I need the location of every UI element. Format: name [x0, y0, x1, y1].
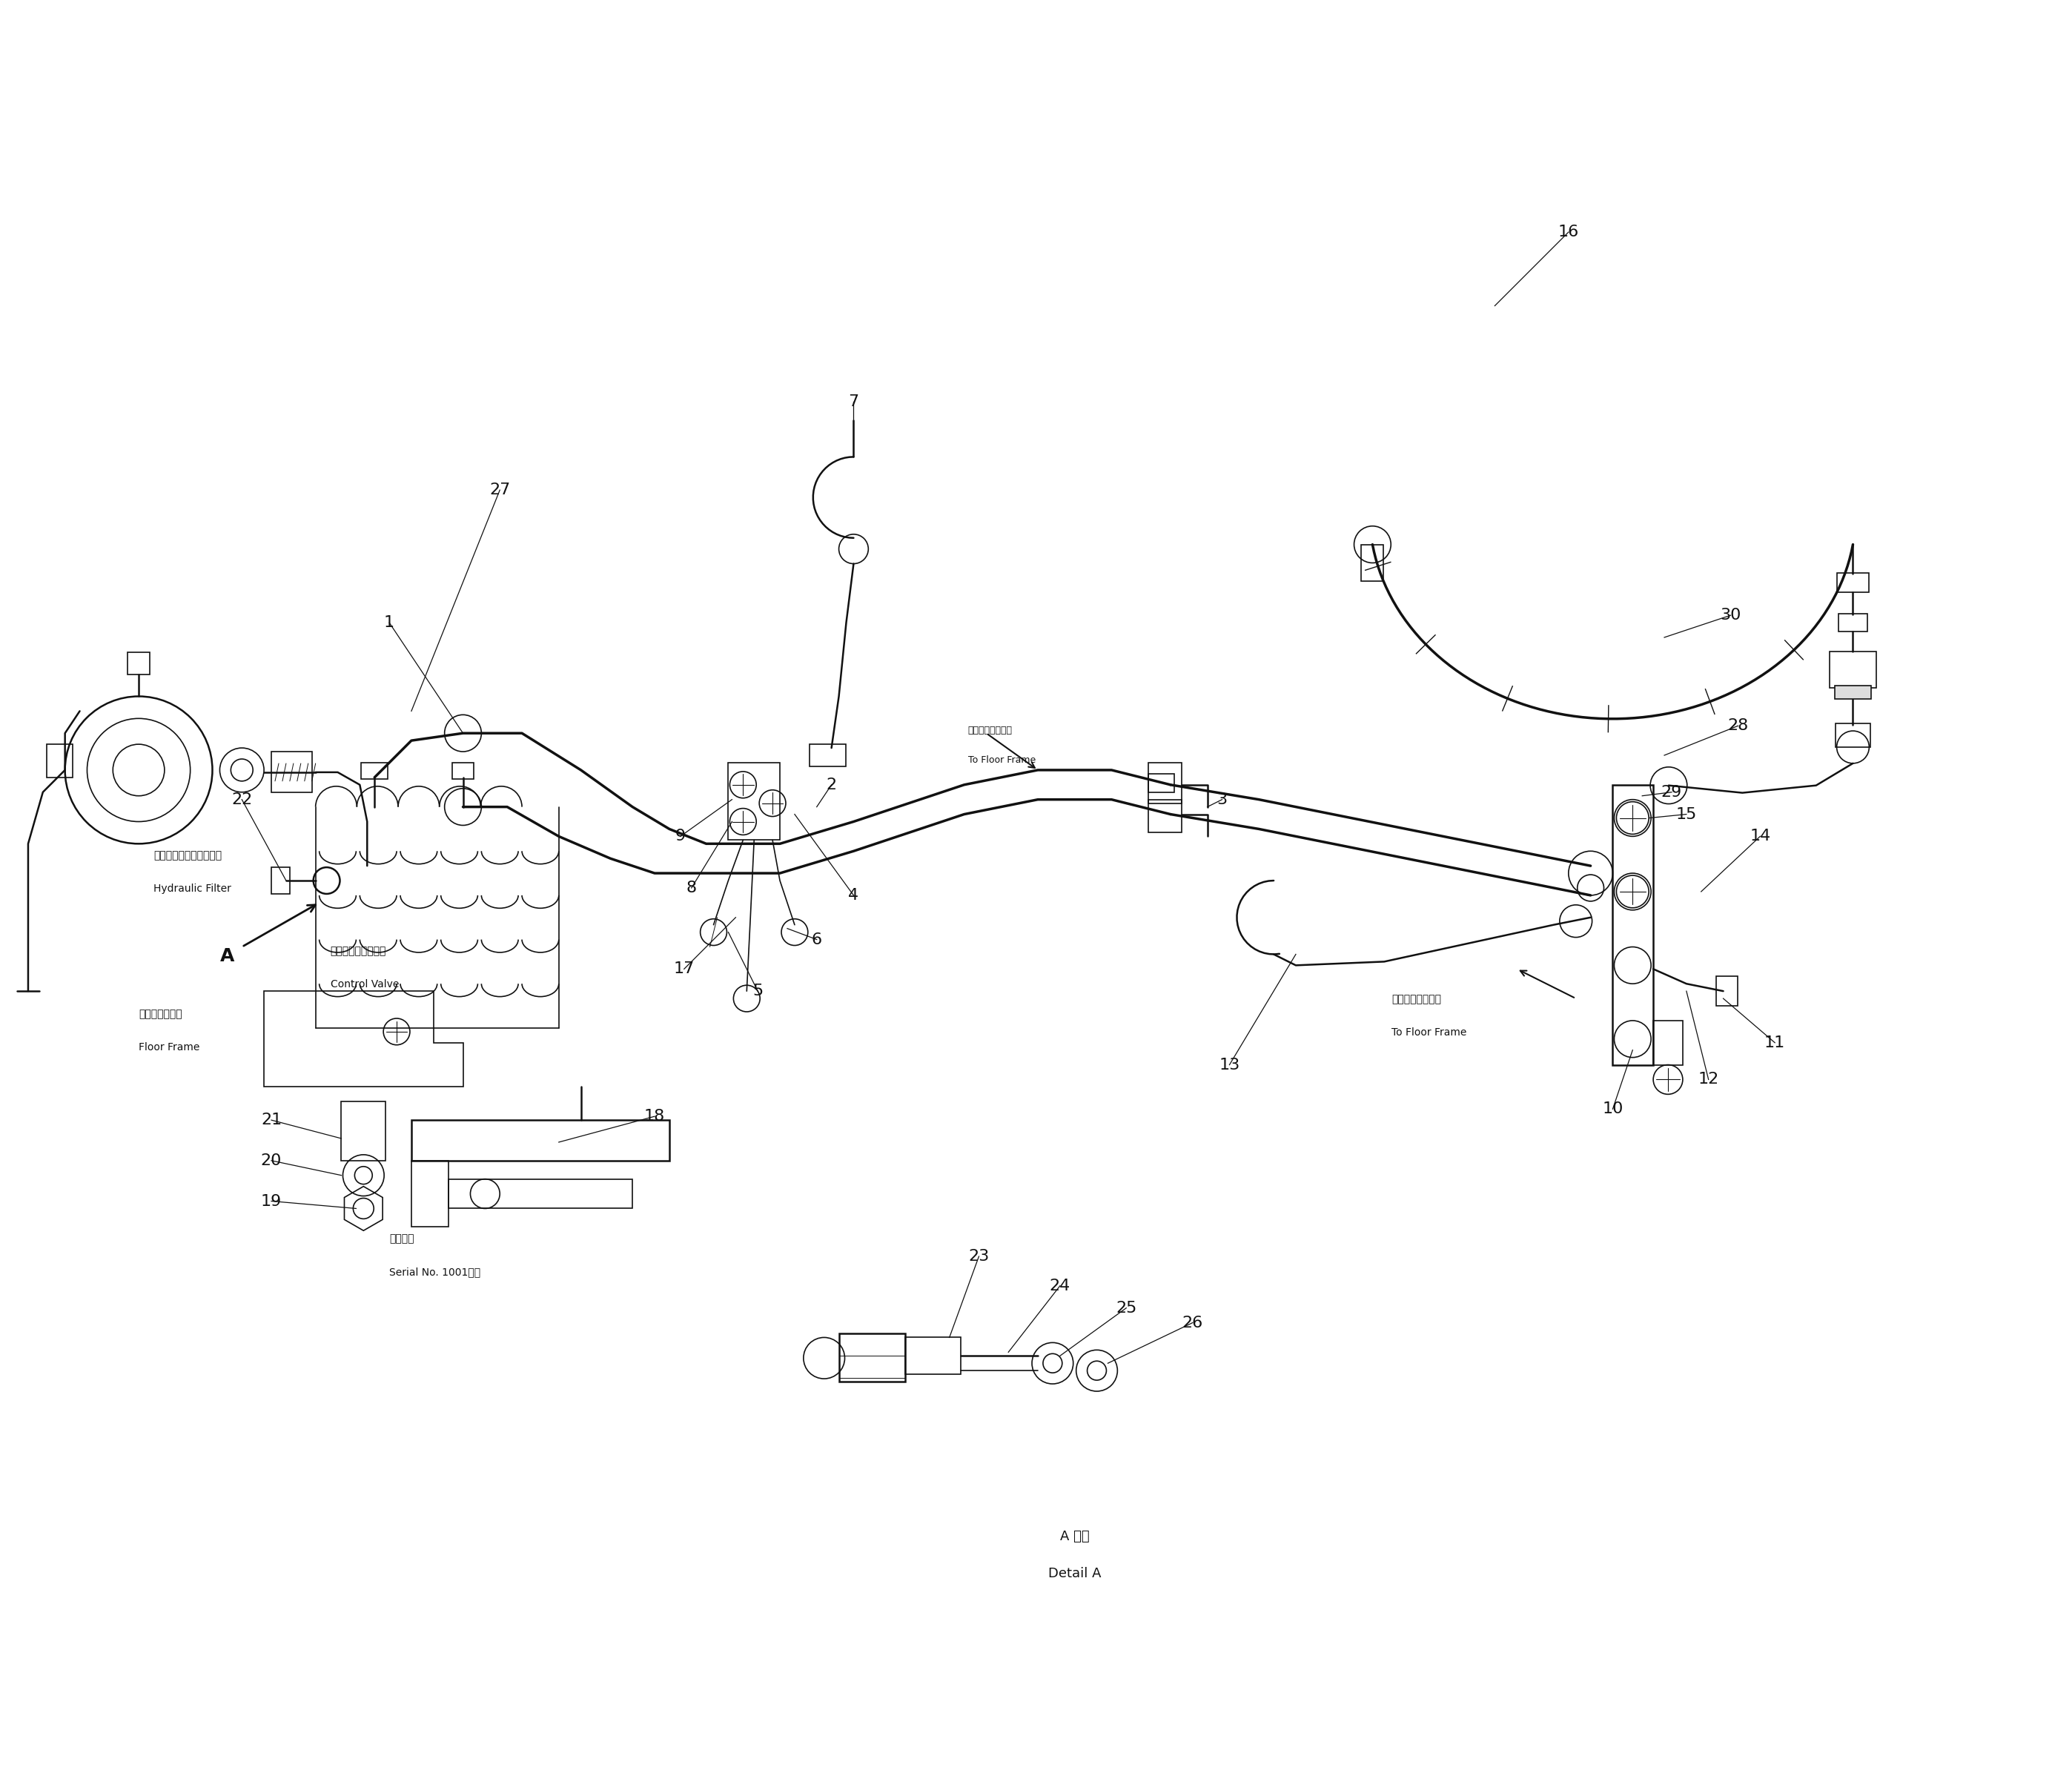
Text: 26: 26 [1183, 1315, 1204, 1329]
Text: 19: 19 [261, 1193, 282, 1209]
Text: フロアフレームへ: フロアフレームへ [1392, 995, 1442, 1004]
Bar [342, 1101, 385, 1161]
Text: 16: 16 [1558, 225, 1579, 239]
Bar [1148, 800, 1181, 832]
Bar [810, 743, 845, 766]
Bar [1716, 977, 1738, 1005]
Text: 7: 7 [847, 395, 858, 409]
Bar [1836, 724, 1871, 747]
Text: Detail A: Detail A [1048, 1566, 1100, 1581]
Text: 4: 4 [847, 889, 858, 903]
Text: 29: 29 [1662, 784, 1682, 800]
Bar [271, 752, 313, 793]
Text: コントロールバルブ: コントロールバルブ [329, 947, 385, 956]
Text: ハイドロリックフィルタ: ハイドロリックフィルタ [153, 850, 222, 860]
Text: A: A [220, 947, 234, 965]
Text: 3: 3 [1216, 793, 1227, 807]
Text: 9: 9 [675, 828, 686, 844]
Text: 6: 6 [812, 933, 823, 947]
Bar [46, 743, 73, 777]
Bar [1830, 651, 1877, 689]
Bar [412, 1161, 448, 1227]
Text: 13: 13 [1218, 1057, 1239, 1073]
Bar [448, 1179, 632, 1209]
Text: Serial No. 1001～．: Serial No. 1001～． [390, 1267, 481, 1276]
Bar [361, 763, 387, 779]
Text: 15: 15 [1676, 807, 1697, 821]
Bar [905, 1338, 961, 1374]
Bar [1612, 784, 1653, 1066]
Text: To Floor Frame: To Floor Frame [968, 756, 1036, 765]
Bar [839, 1335, 905, 1382]
Text: 23: 23 [968, 1250, 988, 1264]
Bar [1148, 773, 1175, 793]
Bar [1834, 687, 1871, 699]
Text: 22: 22 [232, 793, 253, 807]
Text: Control Valve: Control Valve [329, 979, 398, 989]
Text: 1: 1 [383, 616, 394, 630]
Text: A 詳細: A 詳細 [1061, 1529, 1090, 1543]
Text: 10: 10 [1602, 1101, 1622, 1117]
Text: 17: 17 [673, 961, 694, 977]
Text: 2: 2 [827, 777, 837, 793]
Bar [412, 1120, 669, 1161]
Text: 14: 14 [1749, 828, 1772, 844]
Text: 適用号機: 適用号機 [390, 1234, 414, 1244]
Bar [271, 867, 290, 894]
Text: 25: 25 [1115, 1301, 1138, 1315]
Text: 8: 8 [686, 880, 696, 896]
Text: 20: 20 [261, 1154, 282, 1168]
Text: 5: 5 [752, 984, 762, 998]
Bar [1836, 573, 1869, 593]
Bar [452, 763, 474, 779]
Text: 27: 27 [489, 483, 510, 497]
Text: 12: 12 [1699, 1073, 1720, 1087]
Bar [1838, 614, 1867, 632]
Text: フロアフレーム: フロアフレーム [139, 1009, 182, 1020]
Text: 21: 21 [261, 1113, 282, 1127]
Text: 28: 28 [1728, 719, 1749, 733]
Bar [128, 651, 149, 674]
Text: 18: 18 [644, 1110, 665, 1124]
Text: To Floor Frame: To Floor Frame [1392, 1027, 1467, 1037]
Bar [1148, 763, 1181, 804]
Text: Floor Frame: Floor Frame [139, 1043, 199, 1053]
Text: 11: 11 [1765, 1035, 1786, 1050]
Text: フロアフレームへ: フロアフレームへ [968, 726, 1013, 735]
Text: 24: 24 [1051, 1278, 1071, 1294]
Bar [1653, 1021, 1682, 1066]
Text: 30: 30 [1720, 607, 1740, 623]
Bar [727, 763, 779, 841]
Bar [1361, 545, 1384, 581]
Text: Hydraulic Filter: Hydraulic Filter [153, 883, 232, 894]
